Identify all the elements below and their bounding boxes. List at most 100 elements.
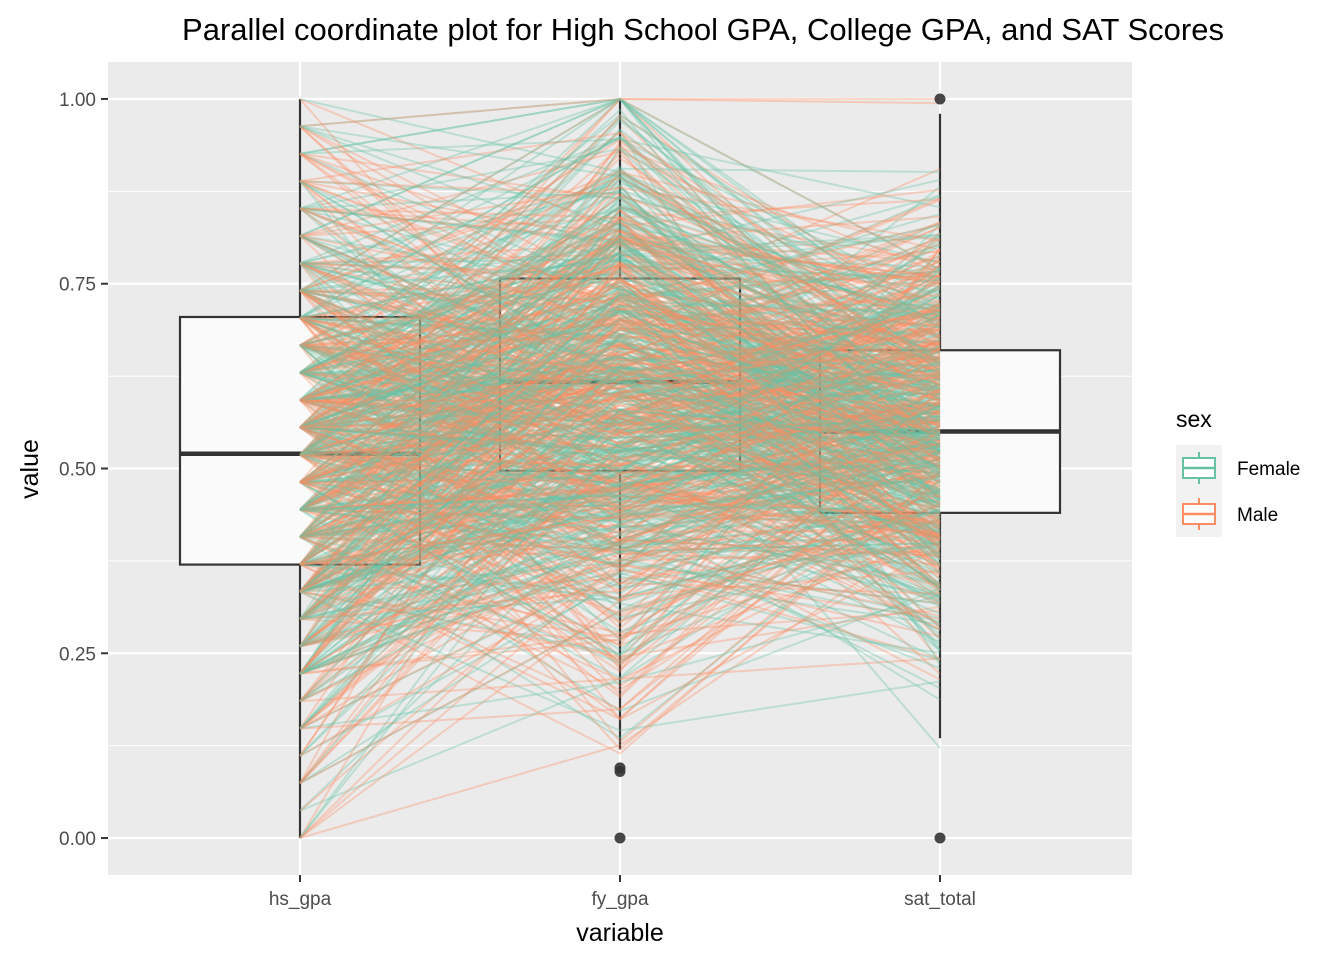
- series-line-male: [299, 346, 941, 621]
- series-line-male: [299, 392, 941, 499]
- series-line-female: [299, 323, 941, 454]
- series-line-female: [299, 485, 941, 644]
- series-line-male: [299, 195, 941, 429]
- series-line-female: [299, 262, 941, 505]
- series-line-male: [299, 344, 941, 743]
- series-line-female: [299, 299, 941, 620]
- series-line-male: [299, 289, 941, 661]
- series-line-female: [299, 182, 941, 265]
- series-line-male: [299, 168, 941, 377]
- series-line-female: [299, 288, 941, 448]
- series-line-female: [299, 236, 941, 319]
- series-line-female: [299, 289, 941, 461]
- y-axis-title: value: [16, 439, 44, 499]
- series-line-male: [299, 342, 941, 468]
- series-line-male: [299, 262, 941, 414]
- series-line-male: [299, 286, 941, 757]
- series-line-male: [299, 262, 941, 473]
- series-line-male: [299, 316, 941, 591]
- series-line-male: [299, 170, 941, 365]
- series-line-female: [299, 414, 941, 510]
- series-line-male: [299, 489, 941, 538]
- series-line-male: [299, 180, 941, 278]
- series-line-female: [299, 452, 941, 545]
- series-line-female: [299, 316, 941, 442]
- series-line-female: [299, 376, 941, 452]
- series-line-male: [299, 371, 941, 511]
- series-line-male: [299, 244, 941, 593]
- series-line-male: [299, 310, 941, 402]
- series-line-male: [299, 232, 941, 456]
- series-line-male: [299, 329, 941, 347]
- series-line-male: [299, 514, 941, 681]
- series-line-female: [299, 356, 941, 402]
- series-line-male: [299, 256, 941, 757]
- series-line-male: [299, 205, 941, 456]
- series-line-male: [299, 198, 941, 237]
- series-line-male: [299, 371, 941, 509]
- series-line-female: [299, 369, 941, 648]
- series-line-male: [299, 235, 941, 483]
- series-line-female: [299, 457, 941, 540]
- series-line-male: [299, 523, 941, 681]
- y-axis: 0.00 0.25 0.50 0.75 1.00: [59, 90, 108, 850]
- series-line-female: [299, 180, 941, 576]
- series-line-male: [299, 401, 941, 784]
- series-line-male: [299, 522, 941, 839]
- series-line-female: [299, 426, 941, 526]
- series-line-male: [299, 249, 941, 593]
- series-line-female: [299, 475, 941, 538]
- series-line-male: [299, 412, 941, 538]
- series-line-male: [299, 333, 941, 675]
- series-line-female: [299, 275, 941, 391]
- series-line-female: [299, 419, 941, 593]
- series-line-male: [299, 399, 941, 664]
- series-line-male: [299, 343, 941, 511]
- series-line-female: [299, 340, 941, 456]
- series-line-female: [299, 464, 941, 538]
- series-line-male: [299, 260, 941, 484]
- series-line-male: [299, 171, 941, 538]
- series-line-male: [299, 415, 941, 566]
- series-line-female: [299, 481, 941, 615]
- series-line-male: [299, 280, 941, 620]
- series-line-female: [299, 302, 941, 402]
- series-line-female: [299, 281, 941, 495]
- series-line-male: [299, 393, 941, 593]
- series-line-female: [299, 328, 941, 456]
- series-line-female: [299, 404, 941, 593]
- series-line-male: [299, 508, 941, 605]
- series-line-female: [299, 344, 941, 475]
- series-line-female: [299, 194, 941, 402]
- series-line-female: [299, 344, 941, 612]
- series-line-male: [299, 281, 941, 499]
- series-line-male: [299, 590, 941, 658]
- series-line-male: [299, 248, 941, 647]
- series-line-female: [299, 266, 941, 656]
- series-line-female: [299, 367, 941, 478]
- series-line-female: [299, 289, 941, 471]
- series-line-female: [299, 418, 941, 511]
- series-line-female: [299, 504, 941, 512]
- series-line-female: [299, 387, 941, 593]
- series-line-male: [299, 408, 941, 456]
- series-line-male: [299, 329, 941, 402]
- series-line-male: [299, 404, 941, 538]
- series-line-female: [299, 251, 941, 508]
- series-line-male: [299, 146, 941, 429]
- series-line-male: [299, 278, 941, 470]
- series-line-male: [299, 286, 941, 468]
- series-line-male: [299, 264, 941, 401]
- series-line-female: [299, 490, 941, 538]
- series-line-female: [299, 97, 941, 454]
- series-line-male: [299, 269, 941, 429]
- series-line-male: [299, 340, 941, 426]
- series-line-male: [299, 240, 941, 429]
- series-line-female: [299, 347, 941, 484]
- series-line-male: [299, 234, 941, 385]
- series-line-female: [299, 241, 941, 567]
- series-line-female: [299, 212, 941, 374]
- series-line-male: [299, 535, 941, 662]
- series-line-female: [299, 561, 941, 675]
- series-line-male: [299, 349, 941, 538]
